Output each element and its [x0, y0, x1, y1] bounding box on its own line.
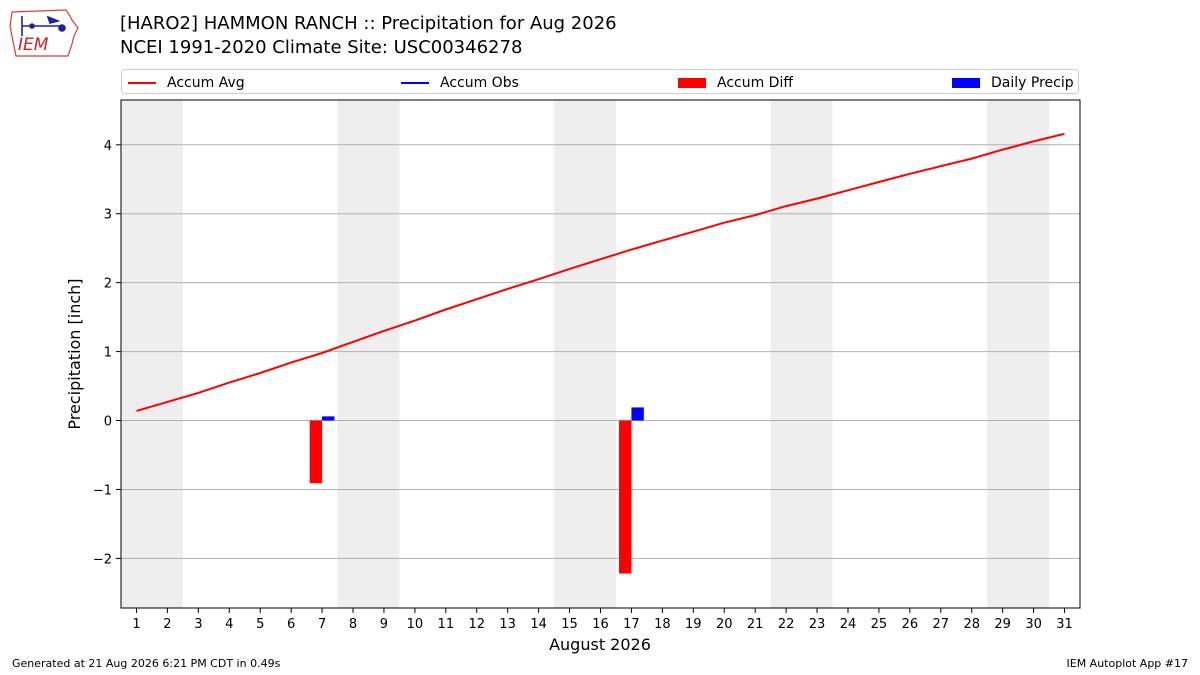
bar-daily-precip-day-7 — [322, 416, 335, 421]
x-tick-label: 25 — [871, 617, 888, 632]
bars — [309, 407, 644, 574]
bar-accum-diff-day-17 — [619, 420, 632, 574]
x-tick-label: 7 — [318, 617, 326, 632]
y-tick-label: −2 — [93, 552, 112, 567]
x-tick-label: 24 — [840, 617, 857, 632]
x-tick-label: 22 — [778, 617, 795, 632]
weather-station-icon — [21, 15, 66, 36]
x-tick-label: 11 — [438, 617, 455, 632]
x-tick-label: 18 — [654, 617, 671, 632]
legend-swatch-accum-obs — [401, 81, 429, 84]
legend-item-daily-precip: Daily Precip — [952, 70, 1074, 95]
bar-accum-diff-day-7 — [309, 420, 323, 484]
chart-subtitle: NCEI 1991-2020 Climate Site: USC00346278 — [120, 37, 523, 58]
y-axis-ticks: −2 −1 0 1 2 3 4 — [93, 139, 121, 567]
chart-title: [HARO2] HAMMON RANCH :: Precipitation fo… — [120, 13, 617, 34]
x-tick-label: 8 — [349, 617, 357, 632]
legend-item-accum-diff: Accum Diff — [678, 70, 793, 95]
x-tick-label: 15 — [561, 617, 578, 632]
x-tick-label: 29 — [994, 617, 1011, 632]
y-axis-label: Precipitation [inch] — [65, 278, 84, 429]
x-tick-label: 2 — [163, 617, 171, 632]
y-tick-label: 2 — [104, 277, 112, 292]
legend-item-accum-avg: Accum Avg — [128, 70, 245, 95]
x-tick-label: 20 — [716, 617, 733, 632]
x-tick-label: 10 — [407, 617, 424, 632]
x-tick-label: 30 — [1025, 617, 1042, 632]
x-tick-label: 3 — [194, 617, 202, 632]
iem-logo: IEM — [9, 9, 79, 57]
weekend-shading — [121, 100, 1050, 608]
line-accum-avg — [136, 132, 1065, 412]
x-tick-label: 19 — [685, 617, 702, 632]
y-tick-label: 4 — [104, 139, 112, 154]
legend-swatch-daily-precip — [952, 77, 980, 88]
x-tick-label: 5 — [256, 617, 264, 632]
x-tick-label: 23 — [809, 617, 826, 632]
x-tick-label: 9 — [380, 617, 388, 632]
y-tick-label: 1 — [104, 346, 112, 361]
footer-generated: Generated at 21 Aug 2026 6:21 PM CDT in … — [12, 657, 281, 670]
x-tick-label: 16 — [592, 617, 609, 632]
x-tick-label: 13 — [499, 617, 516, 632]
bar-daily-precip-day-17 — [631, 407, 644, 421]
legend-swatch-accum-avg — [128, 81, 156, 84]
legend-label-accum-avg: Accum Avg — [167, 74, 245, 91]
x-tick-label: 31 — [1056, 617, 1073, 632]
x-tick-label: 12 — [468, 617, 485, 632]
legend-item-accum-obs: Accum Obs — [401, 70, 519, 95]
lines — [136, 132, 1065, 412]
logo-text: IEM — [18, 35, 49, 55]
weekend-shade-1 — [337, 100, 400, 608]
weekend-shade-3 — [770, 100, 833, 608]
x-tick-label: 4 — [225, 617, 233, 632]
y-tick-label: 0 — [104, 415, 112, 430]
x-tick-label: 21 — [747, 617, 764, 632]
gridlines — [121, 144, 1080, 559]
x-tick-label: 26 — [902, 617, 919, 632]
legend-label-daily-precip: Daily Precip — [991, 74, 1074, 91]
x-axis-label: August 2026 — [549, 635, 651, 654]
x-tick-label: 1 — [132, 617, 140, 632]
x-tick-label: 14 — [530, 617, 547, 632]
weekend-shade-4 — [987, 100, 1050, 608]
legend-swatch-accum-diff — [678, 77, 706, 88]
state-outline-icon — [9, 9, 79, 57]
weekend-shade-2 — [554, 100, 616, 608]
weekend-shade-0 — [121, 100, 183, 608]
x-tick-label: 28 — [963, 617, 980, 632]
x-tick-label: 17 — [623, 617, 640, 632]
x-axis-ticks: 1 2 3 4 5 6 7 8 9 10 11 12 13 14 15 16 17 18 19 20 21 22 23 24 2… — [132, 608, 1073, 632]
y-tick-label: −1 — [93, 483, 112, 498]
footer-app: IEM Autoplot App #17 — [1066, 657, 1189, 670]
legend-label-accum-obs: Accum Obs — [440, 74, 519, 91]
legend: Accum Avg Accum Obs Accum Diff Daily Pre… — [121, 69, 1079, 94]
x-tick-label: 27 — [933, 617, 950, 632]
y-tick-label: 3 — [104, 208, 112, 223]
legend-label-accum-diff: Accum Diff — [717, 74, 794, 91]
x-tick-label: 6 — [287, 617, 295, 632]
